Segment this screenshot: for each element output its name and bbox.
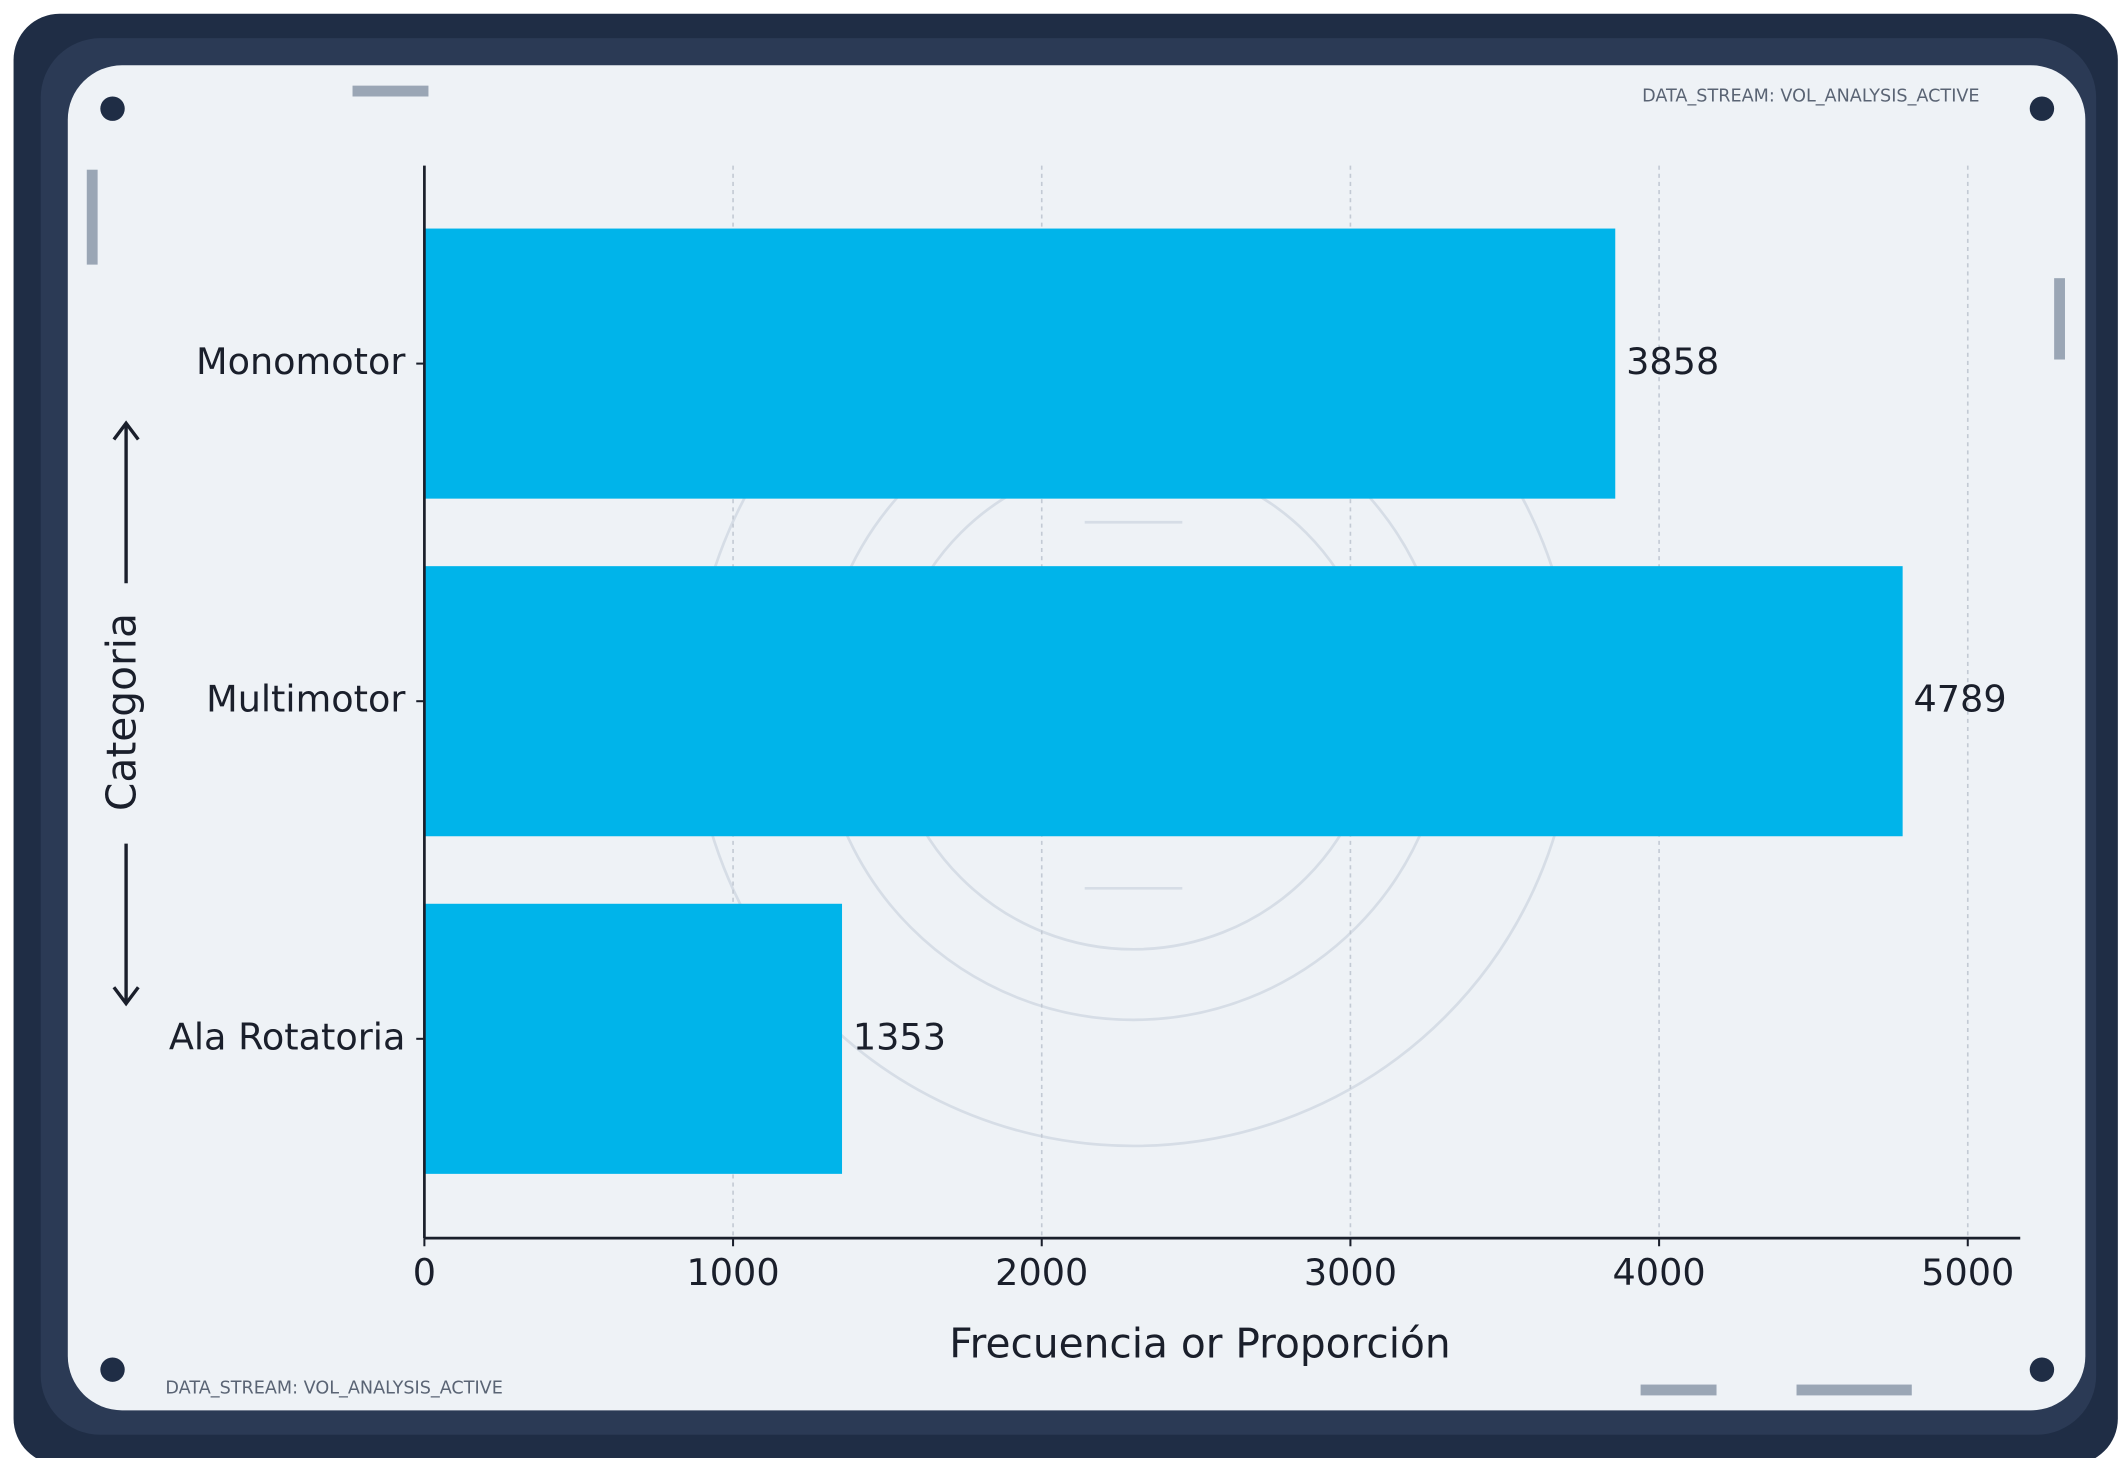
y-tick-label: Ala Rotatoria [169, 1015, 406, 1058]
value-label: 4789 [1913, 678, 2006, 721]
x-tick-label: 2000 [995, 1251, 1088, 1294]
bar [424, 566, 1903, 837]
x-tick-label: 1000 [686, 1251, 779, 1294]
stream-label: DATA_STREAM: VOL_ANALYSIS_ACTIVE [165, 1379, 502, 1399]
x-tick-label: 5000 [1921, 1251, 2014, 1294]
stream-label: DATA_STREAM: VOL_ANALYSIS_ACTIVE [1642, 86, 1979, 106]
x-tick-label: 4000 [1613, 1251, 1706, 1294]
bar [424, 903, 843, 1174]
decor-bars [86, 85, 2065, 1396]
x-tick-label: 3000 [1304, 1251, 1397, 1294]
x-tick-label: 0 [413, 1251, 436, 1294]
y-axis-arrows [112, 420, 140, 1007]
value-label: 3858 [1626, 340, 1719, 383]
plot: 0 1000 2000 3000 4000 5000 Monomotor 3858 Multim… [169, 165, 2021, 1294]
y-tick-label: Multimotor [206, 678, 406, 721]
value-label: 1353 [853, 1015, 946, 1058]
y-tick-label: Monomotor [196, 340, 406, 383]
x-axis-label: Frecuencia or Proporción [949, 1320, 1450, 1368]
corner-bolts [100, 96, 2055, 1382]
bar [424, 228, 1616, 499]
y-axis-label: Categoria [98, 613, 146, 811]
